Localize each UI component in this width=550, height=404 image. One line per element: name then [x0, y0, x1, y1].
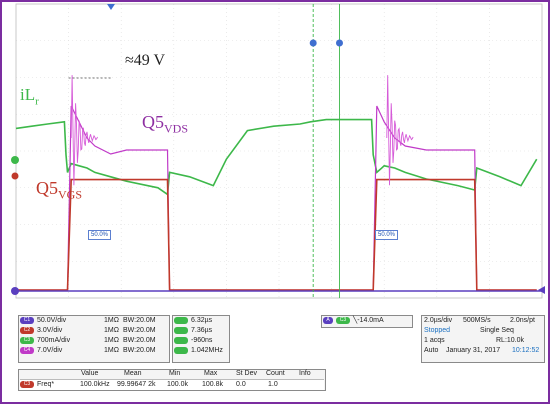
- measurement-min: 100.0k: [167, 381, 189, 388]
- channel-2-scale: 3.0V/div: [37, 327, 63, 334]
- sample-resolution: 2.0ns/pt: [510, 317, 535, 324]
- channel-4-bw: BW:20.0M: [123, 347, 156, 354]
- channel-1-right-marker: [538, 286, 545, 294]
- channel-list: C1 50.0V/div 1MΩ BW:20.0M C2 3.0V/div 1MΩ BW:2…: [20, 316, 168, 356]
- measurement-stdev: 0.0: [236, 381, 246, 388]
- channel-4-coupling: 1MΩ: [104, 347, 119, 354]
- series-line-q5vgs: [16, 178, 537, 291]
- ref-marker-right: 50.0%: [375, 230, 399, 240]
- channel-3-ground-marker: [11, 156, 19, 164]
- header-value: Value: [81, 370, 99, 377]
- header-info: Info: [299, 370, 311, 377]
- channel-2-ground-marker: [11, 172, 19, 180]
- plot-border: [15, 3, 543, 299]
- timebase-readout: 2.0µs/div 500MS/s 2.0ns/pt Stopped Single S…: [424, 316, 544, 356]
- record-length: RL:10.0k: [496, 337, 525, 344]
- cursor-1-badge: [174, 316, 188, 324]
- channel-row-3[interactable]: C3 700mA/div 1MΩ BW:20.0M: [20, 336, 168, 346]
- trigger-readout[interactable]: A C3 ╲-14.0mA: [323, 316, 384, 324]
- q5vds-label: Q5VDS: [142, 112, 189, 136]
- measurement-table: Value Mean Min Max St Dev Count Info C3 F…: [20, 369, 324, 390]
- trigger-position-marker: [107, 4, 115, 10]
- channel-1-badge: C1: [20, 316, 34, 324]
- cursor-b-time: 7.36µs: [191, 327, 213, 334]
- sample-rate: 500MS/s: [463, 317, 491, 324]
- acquisition-count: 1 acqs: [424, 337, 445, 344]
- channel-1-ground-marker: [11, 287, 19, 295]
- trigger-mode: Auto: [424, 347, 439, 354]
- channel-row-4[interactable]: C4 7.0V/div 1MΩ BW:20.0M: [20, 346, 168, 356]
- measurement-count: 1.0: [268, 381, 278, 388]
- cursor-readouts: 6.32µs 7.36µs -960ns 1.042MHz: [174, 316, 223, 356]
- channel-2-badge: C2: [20, 326, 34, 334]
- channel-3-badge: C3: [20, 336, 34, 344]
- channel-1-scale: 50.0V/div: [37, 317, 67, 324]
- channel-1-coupling: 1MΩ: [104, 317, 119, 324]
- acquisition-mode: Single Seq: [480, 327, 514, 334]
- channel-2-bw: BW:20.0M: [123, 327, 156, 334]
- capture-date: January 31, 2017: [446, 347, 501, 354]
- acquisition-state: Stopped: [424, 327, 451, 334]
- header-stdev: St Dev: [236, 370, 258, 377]
- channel-3-coupling: 1MΩ: [104, 337, 119, 344]
- cursor-a-handle: [309, 39, 317, 47]
- capture-time: 10:12:52: [512, 347, 540, 354]
- trigger-source-badge: A: [323, 316, 333, 324]
- peak-annotation: ≈49 V: [125, 52, 166, 69]
- measurement-label: Freq*: [37, 381, 55, 388]
- channel-2-coupling: 1MΩ: [104, 327, 119, 334]
- channel-panel: [18, 315, 170, 363]
- channel-1-bw: BW:20.0M: [123, 317, 156, 324]
- measurement-header: Value Mean Min Max St Dev Count Info: [20, 369, 324, 379]
- channel-4-badge: C4: [20, 346, 34, 354]
- header-max: Max: [204, 370, 218, 377]
- header-count: Count: [266, 370, 285, 377]
- trigger-channel-badge: C3: [336, 316, 350, 324]
- measurement-value: 100.0kHz: [80, 381, 110, 388]
- trigger-slope-icon: ╲: [353, 317, 358, 324]
- measurement-channel-badge: C3: [20, 380, 34, 388]
- ref-marker-left: 50.0%: [88, 230, 112, 240]
- measurement-mean: 99.99647 2k: [117, 381, 156, 388]
- cursor-delta-badge: [174, 336, 188, 344]
- timebase-panel: [421, 315, 545, 363]
- trigger-level: -14.0mA: [357, 317, 384, 324]
- header-min: Min: [169, 370, 181, 377]
- channel-4-scale: 7.0V/div: [37, 347, 63, 354]
- cursor-delta: -960ns: [191, 337, 213, 344]
- channel-3-scale: 700mA/div: [37, 337, 71, 344]
- measurement-max: 100.8k: [202, 381, 224, 388]
- cursor-frequency: 1.042MHz: [191, 347, 223, 354]
- vds-ringing-1: [70, 75, 98, 186]
- waveform-screen: [11, 3, 545, 299]
- measurement-row-freq[interactable]: C3 Freq* 100.0kHz 99.99647 2k 100.0k 100.…: [20, 379, 324, 390]
- header-mean: Mean: [124, 370, 142, 377]
- channel-row-2[interactable]: C2 3.0V/div 1MΩ BW:20.0M: [20, 326, 168, 336]
- q5vgs-label: Q5VGS: [36, 178, 83, 202]
- channel-row-1[interactable]: C1 50.0V/div 1MΩ BW:20.0M: [20, 316, 168, 326]
- channel-3-bw: BW:20.0M: [123, 337, 156, 344]
- series-line-ilr: [15, 118, 538, 196]
- cursor-b-handle: [335, 39, 343, 47]
- cursor-2-badge: [174, 326, 188, 334]
- horizontal-scale: 2.0µs/div: [424, 317, 453, 324]
- ilr-label: iLr: [20, 85, 39, 108]
- vds-ringing-2: [386, 75, 414, 186]
- series-line-q5vds: [16, 105, 537, 291]
- cursor-freq-badge: [174, 346, 188, 354]
- cursor-a-time: 6.32µs: [191, 317, 213, 324]
